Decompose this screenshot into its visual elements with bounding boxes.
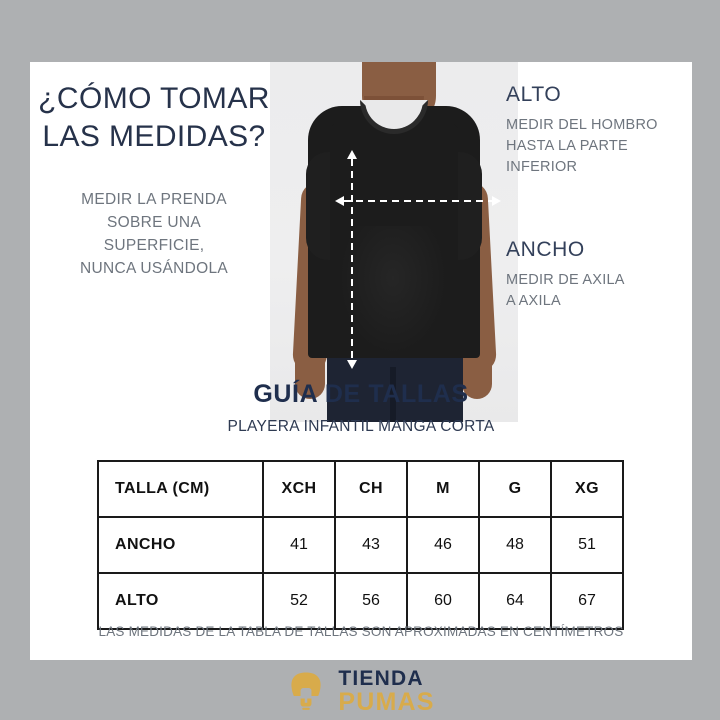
page-title: ¿CÓMO TOMAR LAS MEDIDAS? (38, 82, 270, 153)
table-header-cell-m: M (406, 460, 480, 518)
model-photo (270, 62, 518, 422)
headline-subtitle: MEDIR LA PRENDA SOBRE UNA SUPERFICIE, NU… (79, 191, 229, 277)
cell-ancho-xch: 41 (262, 516, 336, 574)
arrow-left-tip-icon (335, 196, 344, 206)
table-header-cell-ch: CH (334, 460, 408, 518)
table-row: ANCHO 41 43 46 48 51 (97, 516, 624, 574)
table-header-cell-xg: XG (550, 460, 624, 518)
table-footnote: LAS MEDIDAS DE LA TABLA DE TALLAS SON AP… (98, 624, 624, 639)
puma-head-icon (291, 672, 321, 710)
size-table: TALLA (CM) XCH CH M G XG ANCHO 41 43 46 … (97, 460, 624, 630)
cell-ancho-m: 46 (406, 516, 480, 574)
brand-word-pumas: PUMAS (338, 687, 435, 716)
table-header-cell-talla: TALLA (CM) (97, 460, 264, 518)
cell-alto-xch: 52 (262, 572, 336, 630)
table-header-cell-g: G (478, 460, 552, 518)
tshirt-highlight (338, 226, 448, 356)
brand-logo: TIENDA PUMAS (0, 662, 720, 720)
arrow-up-tip-icon (347, 150, 357, 159)
guide-subtitle: PLAYERA INFANTIL MANGA CORTA (227, 418, 495, 435)
table-header-cell-xch: XCH (262, 460, 336, 518)
cell-ancho-ch: 43 (334, 516, 408, 574)
guide-title: GUÍA DE TALLAS (253, 380, 469, 408)
row-label-ancho: ANCHO (97, 516, 264, 574)
measure-block-ancho: ANCHO MEDIR DE AXILA A AXILA (506, 237, 686, 312)
ancho-measure-arrow (335, 196, 501, 206)
brand-wordmark: TIENDA PUMAS (338, 668, 434, 715)
brand-word-tienda: TIENDA (338, 666, 424, 690)
cell-alto-ch: 56 (334, 572, 408, 630)
black-tshirt (306, 96, 482, 358)
arrow-right-tip-icon (492, 196, 501, 206)
measure-title-alto: ALTO (506, 83, 562, 106)
measure-body-alto: MEDIR DEL HOMBRO HASTA LA PARTE INFERIOR (506, 117, 658, 175)
table-header-row: TALLA (CM) XCH CH M G XG (97, 460, 624, 518)
content-card: ¿CÓMO TOMAR LAS MEDIDAS? MEDIR LA PRENDA… (30, 62, 692, 660)
headline-block: ¿CÓMO TOMAR LAS MEDIDAS? MEDIR LA PRENDA… (38, 80, 270, 280)
row-label-alto: ALTO (97, 572, 264, 630)
guide-heading-block: GUÍA DE TALLAS PLAYERA INFANTIL MANGA CO… (30, 380, 692, 436)
cell-alto-g: 64 (478, 572, 552, 630)
cell-ancho-xg: 51 (550, 516, 624, 574)
arrow-down-tip-icon (347, 360, 357, 369)
measure-body-ancho: MEDIR DE AXILA A AXILA (506, 272, 625, 309)
table-row: ALTO 52 56 60 64 67 (97, 572, 624, 630)
cell-alto-m: 60 (406, 572, 480, 630)
measure-title-ancho: ANCHO (506, 238, 585, 261)
cell-alto-xg: 67 (550, 572, 624, 630)
measure-block-alto: ALTO MEDIR DEL HOMBRO HASTA LA PARTE INF… (506, 82, 686, 178)
alto-measure-arrow (347, 150, 357, 369)
cell-ancho-g: 48 (478, 516, 552, 574)
